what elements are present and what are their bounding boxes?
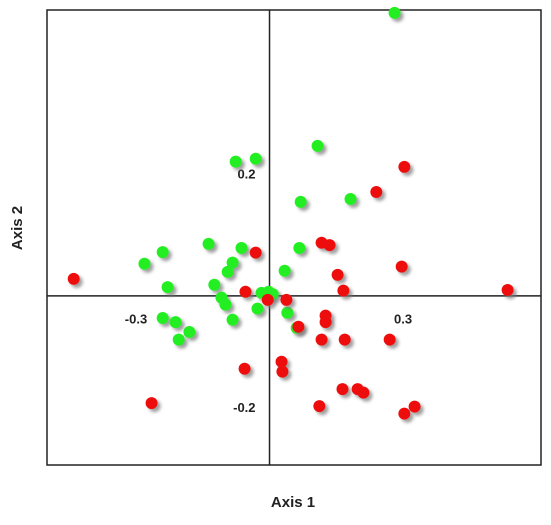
point <box>183 326 196 338</box>
point <box>249 246 262 259</box>
point <box>313 400 326 413</box>
point <box>208 278 221 291</box>
point <box>239 285 252 298</box>
point <box>202 237 215 250</box>
point <box>294 195 307 208</box>
point <box>249 152 262 165</box>
y-tick-label: -0.2 <box>233 400 255 415</box>
point <box>331 268 344 281</box>
point <box>229 155 242 168</box>
x-tick-label: -0.3 <box>125 311 147 326</box>
point <box>388 6 401 19</box>
point <box>408 400 421 413</box>
point <box>251 302 264 315</box>
point <box>226 313 239 326</box>
point <box>172 333 185 346</box>
point <box>145 397 158 410</box>
point <box>276 365 289 378</box>
point <box>323 239 336 252</box>
point <box>138 257 151 270</box>
point <box>161 281 174 294</box>
point <box>226 256 239 269</box>
point <box>383 333 396 346</box>
point <box>280 293 293 306</box>
point <box>221 265 234 278</box>
y-tick-label: 0.2 <box>237 167 255 182</box>
point <box>293 242 306 254</box>
point <box>156 246 169 259</box>
point <box>169 316 182 329</box>
point <box>261 293 274 306</box>
point <box>219 298 232 311</box>
point <box>398 407 411 420</box>
plot-frame <box>46 9 542 466</box>
point <box>315 333 328 346</box>
point <box>395 260 408 273</box>
point <box>338 333 351 346</box>
point <box>292 320 305 333</box>
point <box>319 316 332 329</box>
point <box>275 355 288 368</box>
point <box>336 383 349 396</box>
point <box>337 284 350 297</box>
point <box>278 264 291 277</box>
point <box>370 186 383 198</box>
point <box>67 272 80 285</box>
point <box>238 362 251 375</box>
y-axis-title: Axis 2 <box>9 206 26 250</box>
point <box>311 139 324 152</box>
point <box>156 312 169 324</box>
x-tick-label: 0.3 <box>394 311 412 326</box>
point <box>398 160 411 173</box>
point <box>501 284 514 296</box>
x-axis-title: Axis 1 <box>271 494 315 511</box>
point <box>281 306 294 319</box>
point <box>235 242 248 254</box>
point <box>357 386 370 399</box>
point <box>344 193 357 205</box>
